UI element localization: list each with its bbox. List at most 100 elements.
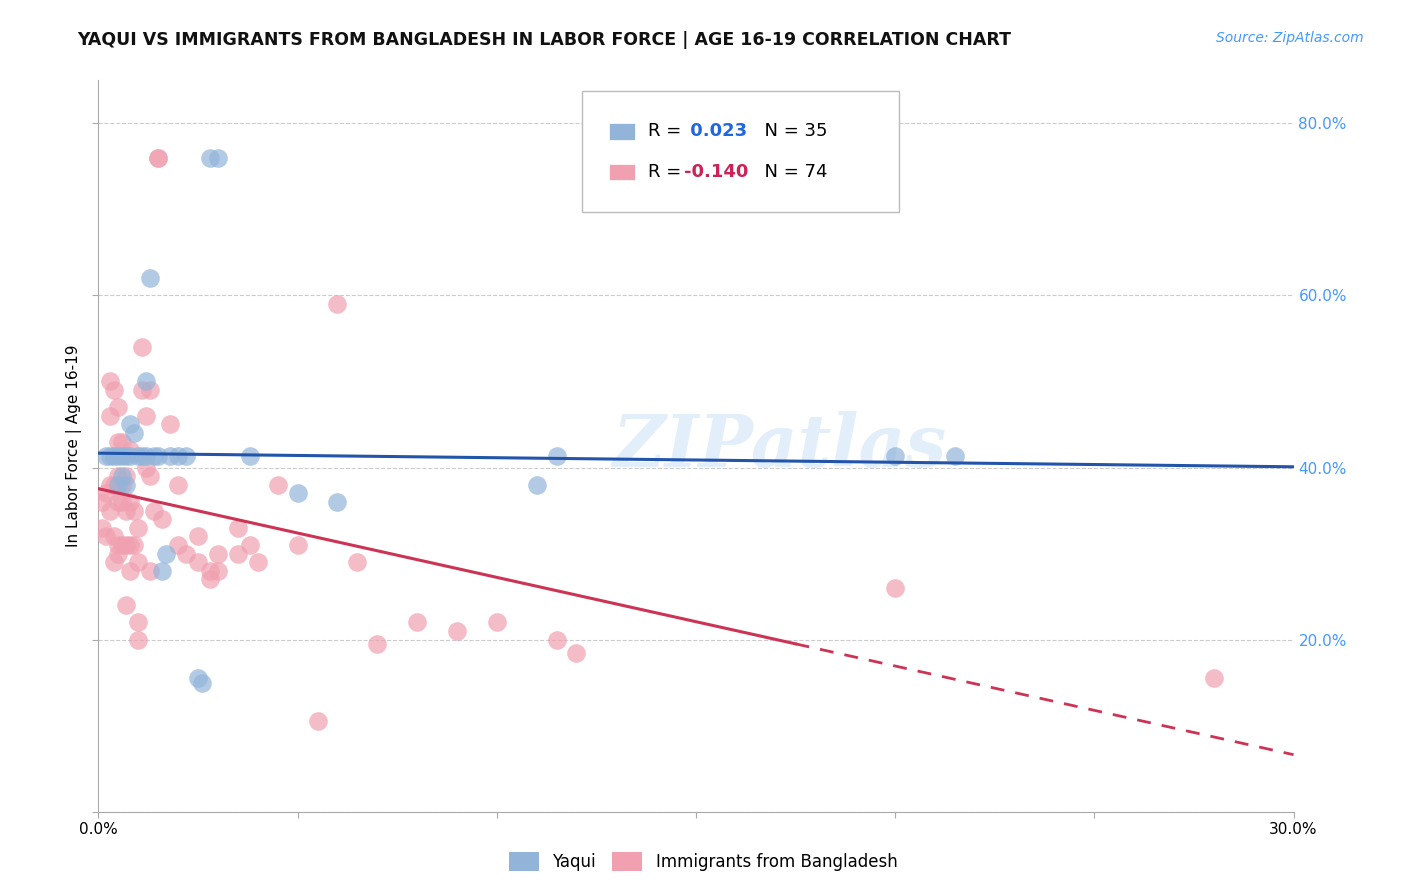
Point — [207, 151, 229, 165]
Point — [124, 426, 146, 441]
Point — [103, 477, 125, 491]
Point — [287, 486, 309, 500]
Point — [107, 477, 129, 491]
Point — [124, 503, 146, 517]
Point — [207, 547, 229, 561]
Point — [107, 469, 129, 483]
Point — [446, 624, 468, 638]
Point — [159, 417, 181, 432]
Point — [103, 450, 125, 464]
Point — [120, 443, 142, 458]
Point — [366, 637, 388, 651]
Point — [98, 409, 122, 423]
Point — [943, 450, 966, 464]
Point — [198, 573, 221, 587]
Point — [107, 401, 129, 415]
Point — [111, 477, 134, 491]
Point — [198, 564, 221, 578]
Point — [884, 581, 907, 595]
Point — [127, 555, 149, 569]
Point — [148, 151, 170, 165]
Point — [326, 297, 349, 311]
FancyBboxPatch shape — [609, 163, 636, 180]
Point — [98, 375, 122, 389]
Point — [131, 383, 153, 397]
Point — [131, 340, 153, 354]
Point — [96, 450, 118, 464]
Point — [111, 495, 134, 509]
Y-axis label: In Labor Force | Age 16-19: In Labor Force | Age 16-19 — [66, 344, 82, 548]
Point — [406, 615, 429, 630]
Text: R =: R = — [648, 162, 688, 181]
Point — [111, 434, 134, 449]
Point — [167, 450, 190, 464]
Point — [111, 450, 134, 464]
Point — [107, 434, 129, 449]
Point — [326, 495, 349, 509]
Text: Source: ZipAtlas.com: Source: ZipAtlas.com — [1216, 31, 1364, 45]
Point — [111, 469, 134, 483]
Point — [139, 469, 162, 483]
Point — [239, 450, 262, 464]
Point — [91, 521, 114, 535]
Point — [307, 714, 329, 729]
Point — [198, 151, 221, 165]
Point — [107, 547, 129, 561]
Point — [98, 503, 122, 517]
Point — [135, 375, 157, 389]
Point — [207, 564, 229, 578]
Point — [120, 564, 142, 578]
Point — [884, 450, 907, 464]
Point — [103, 383, 125, 397]
Point — [1202, 671, 1225, 685]
Point — [127, 615, 149, 630]
Text: ZIPatlas: ZIPatlas — [613, 410, 946, 482]
Point — [287, 538, 309, 552]
Point — [135, 450, 157, 464]
Point — [115, 477, 138, 491]
Point — [167, 477, 190, 491]
Point — [167, 538, 190, 552]
Point — [546, 632, 568, 647]
Point — [96, 486, 118, 500]
Point — [565, 646, 588, 660]
Point — [127, 450, 149, 464]
Point — [115, 503, 138, 517]
Point — [148, 450, 170, 464]
Text: R =: R = — [648, 122, 688, 140]
Point — [107, 495, 129, 509]
Point — [131, 450, 153, 464]
Point — [159, 450, 181, 464]
Text: -0.140: -0.140 — [685, 162, 748, 181]
Point — [135, 409, 157, 423]
Point — [115, 598, 138, 612]
Point — [120, 538, 142, 552]
Point — [246, 555, 269, 569]
Point — [187, 529, 209, 543]
FancyBboxPatch shape — [582, 91, 900, 212]
Point — [139, 271, 162, 285]
Point — [226, 547, 249, 561]
Text: N = 74: N = 74 — [754, 162, 828, 181]
Point — [107, 538, 129, 552]
Point — [143, 503, 166, 517]
Point — [267, 477, 290, 491]
Point — [139, 564, 162, 578]
Point — [127, 632, 149, 647]
Point — [191, 675, 214, 690]
Point — [239, 538, 262, 552]
Point — [115, 538, 138, 552]
Point — [174, 450, 197, 464]
Point — [91, 495, 114, 509]
Point — [127, 521, 149, 535]
Point — [135, 460, 157, 475]
Point — [103, 555, 125, 569]
Legend: Yaqui, Immigrants from Bangladesh: Yaqui, Immigrants from Bangladesh — [501, 843, 905, 880]
Point — [98, 450, 122, 464]
Point — [107, 450, 129, 464]
FancyBboxPatch shape — [609, 123, 636, 139]
Point — [526, 477, 548, 491]
Point — [120, 450, 142, 464]
Point — [155, 547, 177, 561]
Point — [120, 495, 142, 509]
